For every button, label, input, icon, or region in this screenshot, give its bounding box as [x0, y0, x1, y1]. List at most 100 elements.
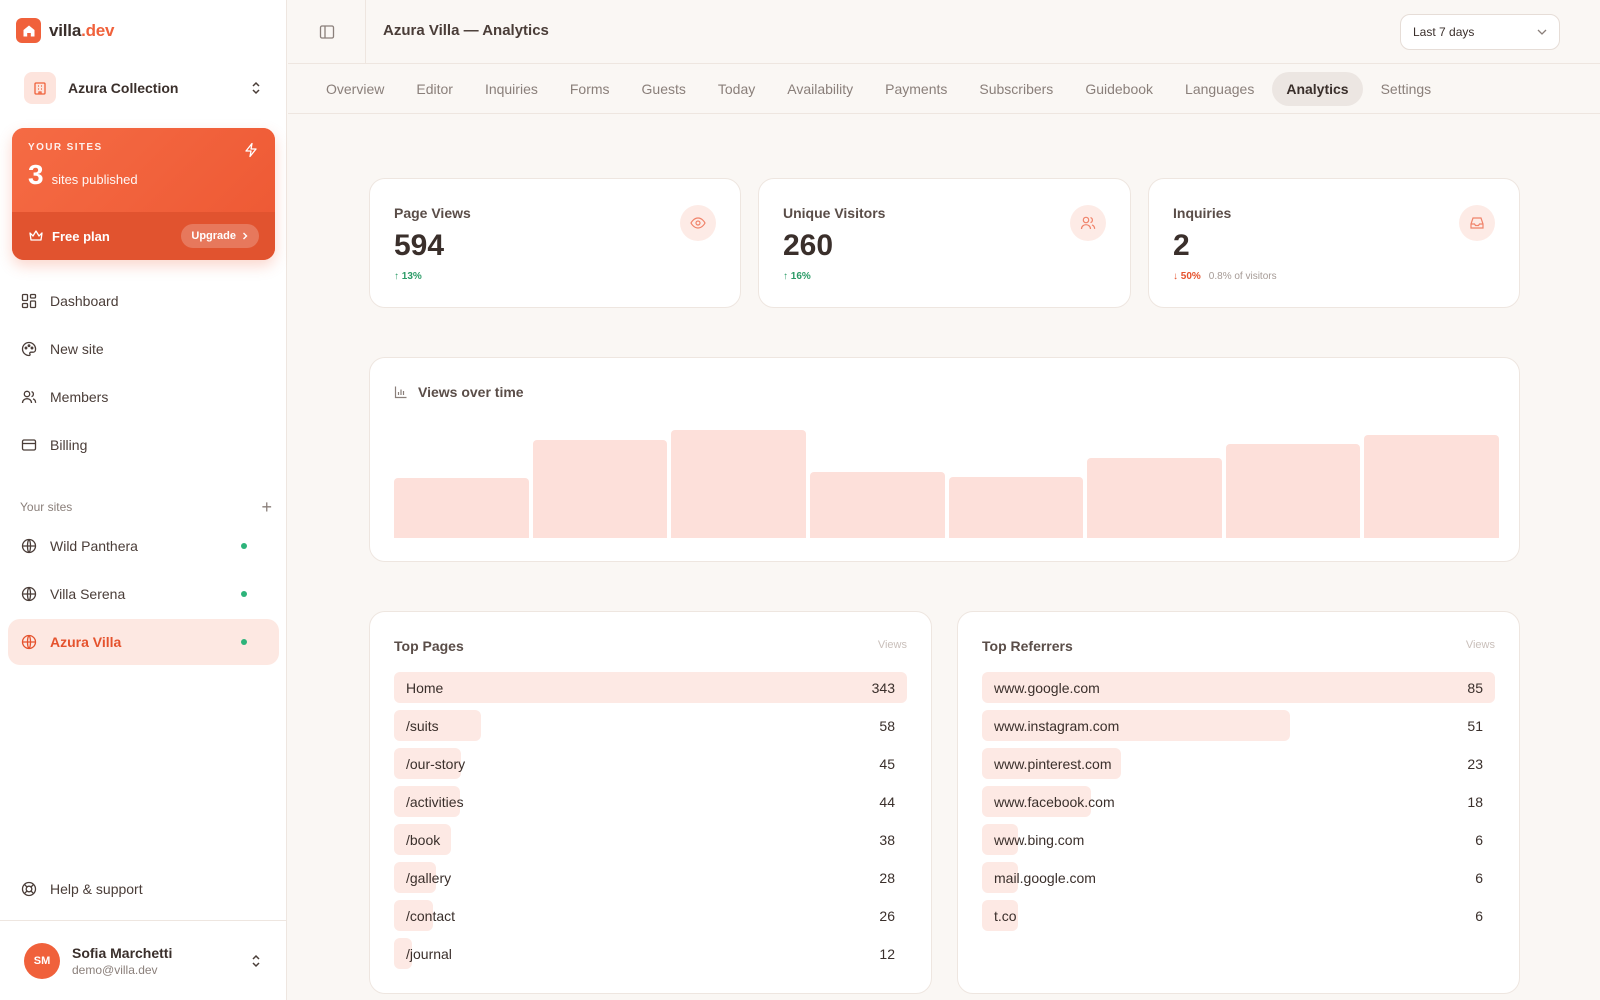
tab-availability[interactable]: Availability	[787, 80, 854, 97]
users-icon	[20, 388, 38, 406]
status-dot	[241, 639, 247, 645]
row-value: 6	[1475, 869, 1483, 886]
date-range-select[interactable]: Last 7 days	[1400, 14, 1560, 50]
stat-change: ↑ 16%	[783, 271, 811, 282]
list-row[interactable]: /journal 12	[394, 938, 907, 969]
list-row[interactable]: /contact 26	[394, 900, 907, 931]
globe-icon	[20, 585, 38, 603]
nav-item-help[interactable]: Help & support	[8, 866, 279, 912]
nav-item-members[interactable]: Members	[8, 374, 279, 420]
tab-languages[interactable]: Languages	[1185, 80, 1255, 97]
nav-item-new-site[interactable]: New site	[8, 326, 279, 372]
user-name: Sofia Marchetti	[72, 944, 173, 961]
bolt-icon	[245, 142, 257, 158]
status-dot	[241, 543, 247, 549]
sites-count-sub: sites published	[51, 172, 138, 187]
tab-settings[interactable]: Settings	[1380, 80, 1432, 97]
list-row[interactable]: /activities 44	[394, 786, 907, 817]
site-item-villa-serena[interactable]: Villa Serena	[8, 571, 279, 617]
plan-label: Free plan	[52, 228, 110, 244]
tab-payments[interactable]: Payments	[885, 80, 948, 97]
nav-item-dashboard[interactable]: Dashboard	[8, 278, 279, 324]
row-value: 18	[1467, 793, 1483, 810]
list-row[interactable]: /book 38	[394, 824, 907, 855]
stat-change: ↑ 13%	[394, 271, 422, 282]
list-row[interactable]: /our-story 45	[394, 748, 907, 779]
help-nav: Help & support	[8, 866, 279, 914]
list-row[interactable]: www.facebook.com 18	[982, 786, 1495, 817]
collection-name: Azura Collection	[68, 80, 179, 96]
nav-item-label: New site	[50, 341, 104, 357]
row-bar	[394, 672, 907, 703]
row-value: 45	[879, 755, 895, 772]
tab-subscribers[interactable]: Subscribers	[979, 80, 1054, 97]
chevron-updown-icon	[252, 81, 260, 95]
site-item-label: Wild Panthera	[50, 538, 138, 554]
list-row[interactable]: t.co 6	[982, 900, 1495, 931]
top-pages-list: Home 343/suits 58/our-story 45/activities 44…	[394, 672, 907, 976]
add-site-icon[interactable]: +	[261, 497, 272, 517]
chart-bar[interactable]	[1087, 457, 1222, 538]
stat-title: Unique Visitors	[783, 205, 886, 221]
row-label: /gallery	[406, 869, 452, 886]
tab-guidebook[interactable]: Guidebook	[1085, 80, 1154, 97]
stat-card-unique-visitors: Unique Visitors 260 ↑ 16%	[758, 178, 1131, 308]
tab-guests[interactable]: Guests	[641, 80, 686, 97]
date-range-value: Last 7 days	[1413, 25, 1475, 39]
chart-bar[interactable]	[394, 477, 529, 538]
brand[interactable]: villa.dev	[16, 18, 115, 43]
user-menu[interactable]: SM Sofia Marchetti demo@villa.dev	[0, 920, 287, 1000]
chart-bar[interactable]	[948, 476, 1084, 538]
row-label: /book	[406, 831, 441, 848]
upgrade-button[interactable]: Upgrade	[181, 224, 259, 248]
tab-overview[interactable]: Overview	[326, 80, 385, 97]
sidebar-toggle-button[interactable]	[288, 0, 366, 64]
row-label: www.pinterest.com	[994, 755, 1112, 772]
chart-bar[interactable]	[1364, 434, 1499, 538]
collection-switcher[interactable]: Azura Collection	[12, 64, 275, 112]
list-row[interactable]: /gallery 28	[394, 862, 907, 893]
row-bar	[982, 786, 1091, 817]
chevron-right-icon	[243, 232, 248, 240]
nav-item-billing[interactable]: Billing	[8, 422, 279, 468]
row-bar	[394, 938, 412, 969]
row-value: 23	[1467, 755, 1483, 772]
chart-bar[interactable]	[532, 439, 668, 538]
list-row[interactable]: www.instagram.com 51	[982, 710, 1495, 741]
row-bar	[982, 862, 1019, 893]
top-referrers-card: Top Referrers Views www.google.com 85 www.…	[957, 611, 1520, 994]
chart-bar[interactable]	[671, 430, 806, 538]
inbox-icon	[1459, 205, 1495, 241]
row-value: 343	[871, 679, 895, 696]
list-row[interactable]: mail.google.com 6	[982, 862, 1495, 893]
site-item-azura-villa[interactable]: Azura Villa	[8, 619, 279, 665]
stat-title: Page Views	[394, 205, 471, 221]
top-pages-title: Top Pages	[394, 638, 464, 654]
chart-bar[interactable]	[809, 471, 945, 538]
list-row[interactable]: www.pinterest.com 23	[982, 748, 1495, 779]
chart-bar[interactable]	[1225, 444, 1361, 538]
row-bar	[982, 710, 1290, 741]
tab-analytics[interactable]: Analytics	[1272, 71, 1363, 106]
tab-today[interactable]: Today	[717, 80, 756, 97]
site-item-wild-panthera[interactable]: Wild Panthera	[8, 523, 279, 569]
row-bar	[394, 824, 451, 855]
stat-title: Inquiries	[1173, 205, 1232, 221]
tab-forms[interactable]: Forms	[569, 80, 610, 97]
chart-title: Views over time	[418, 384, 524, 400]
top-referrers-list: www.google.com 85 www.instagram.com 51 www.p…	[982, 672, 1495, 938]
sites-count: 3	[28, 159, 44, 190]
row-value: 6	[1475, 907, 1483, 924]
row-value: 85	[1467, 679, 1483, 696]
stat-value: 594	[394, 229, 445, 262]
site-item-label: Azura Villa	[50, 634, 122, 650]
tab-editor[interactable]: Editor	[416, 80, 453, 97]
row-label: www.instagram.com	[994, 717, 1120, 734]
list-row[interactable]: Home 343	[394, 672, 907, 703]
tab-inquiries[interactable]: Inquiries	[484, 80, 538, 97]
list-row[interactable]: www.google.com 85	[982, 672, 1495, 703]
list-row[interactable]: /suits 58	[394, 710, 907, 741]
nav-item-label: Help & support	[50, 881, 143, 897]
list-row[interactable]: www.bing.com 6	[982, 824, 1495, 855]
eye-icon	[680, 205, 716, 241]
